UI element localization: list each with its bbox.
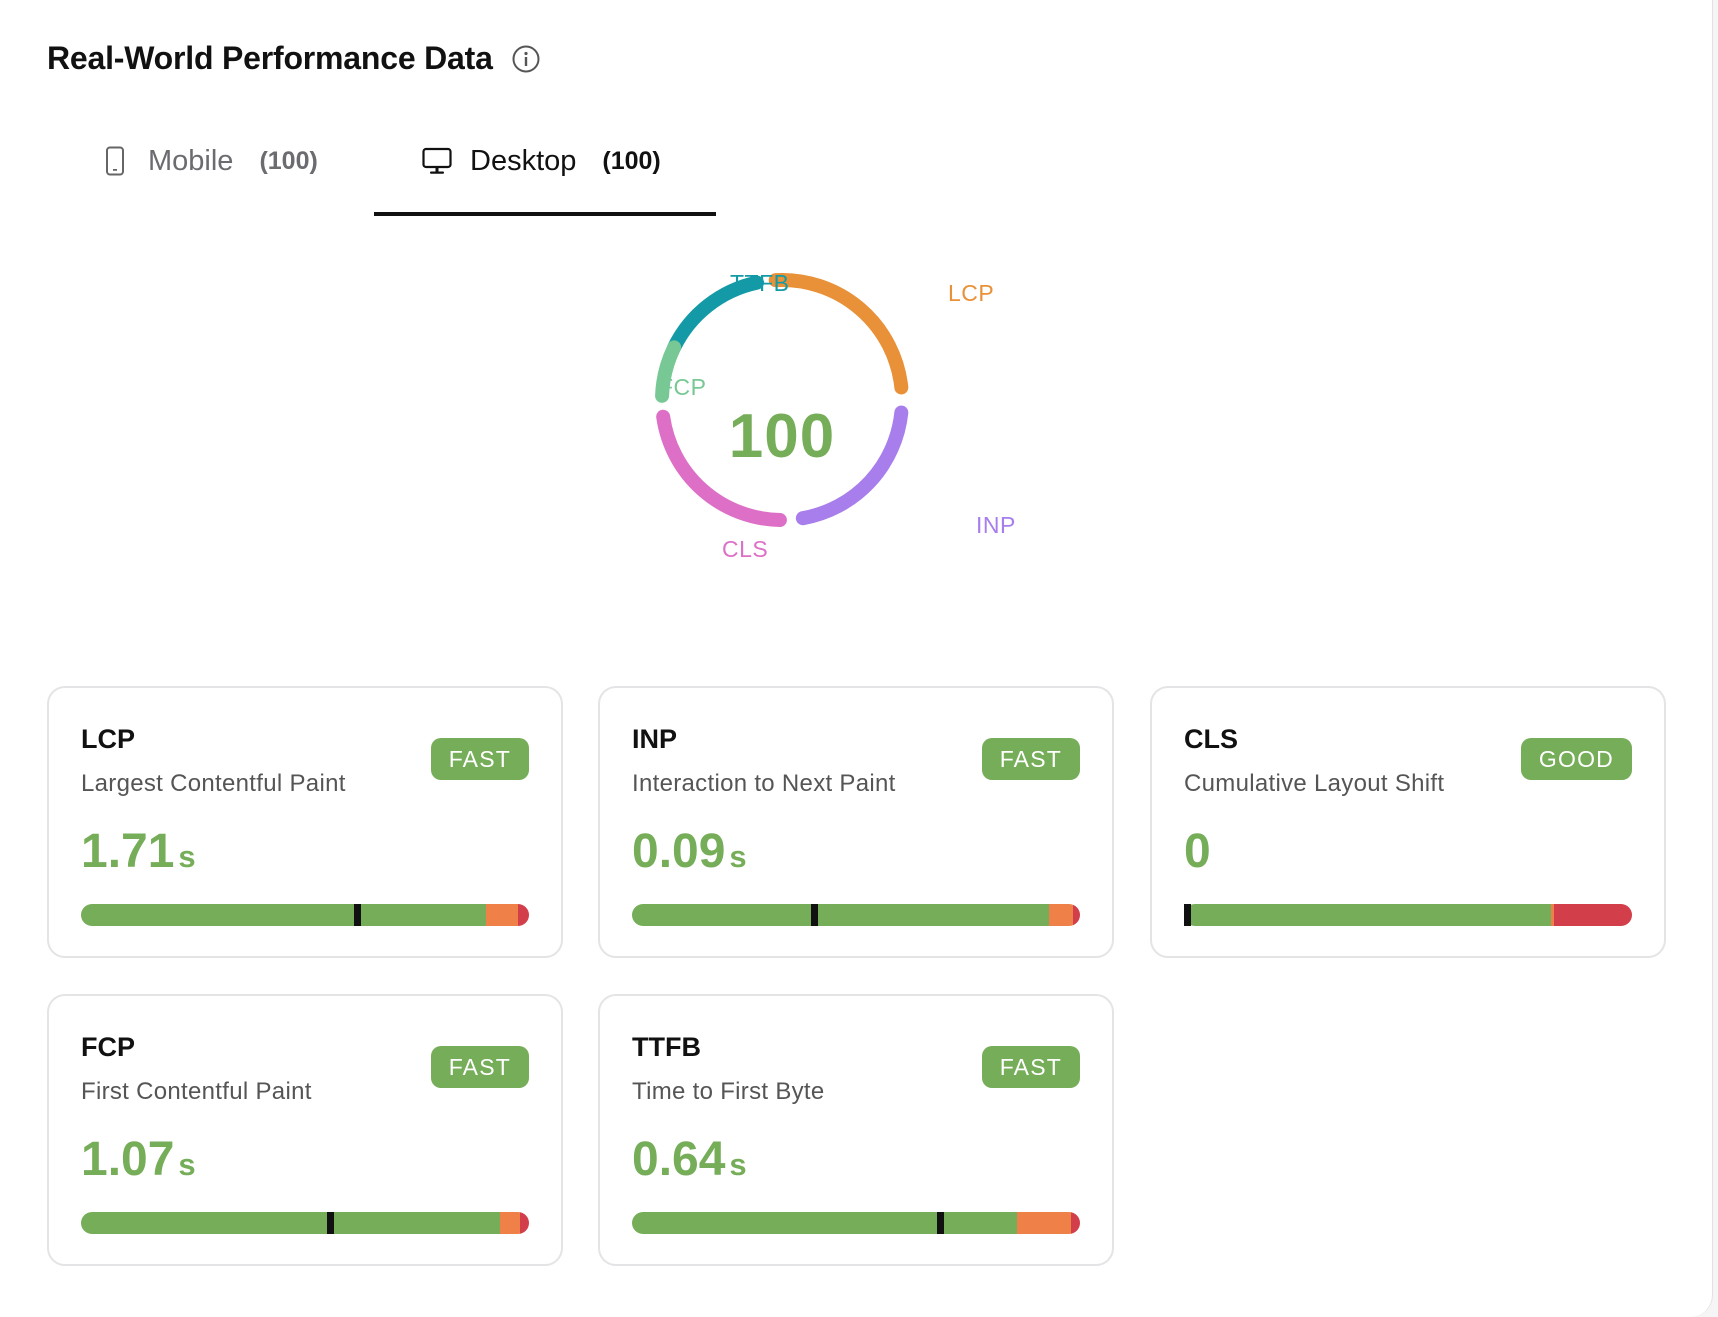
distribution-good-segment [1184, 904, 1552, 926]
info-icon[interactable] [511, 44, 541, 74]
page-title: Real-World Performance Data [47, 40, 493, 76]
metric-value-unit: s [729, 839, 747, 874]
metric-name: First Contentful Paint [81, 1078, 312, 1105]
metric-value-unit: s [729, 1147, 747, 1182]
tab-desktop-count: (100) [602, 146, 661, 175]
metric-value-number: 1.71 [81, 825, 175, 878]
tab-desktop-label: Desktop [470, 144, 577, 177]
metric-value-number: 0.09 [632, 825, 726, 878]
distribution-needs-improvement-segment [486, 904, 518, 926]
metric-value: 1.71 s [81, 824, 196, 879]
metric-name: Cumulative Layout Shift [1184, 770, 1445, 797]
p75-marker [811, 904, 819, 926]
metric-card-ttfb[interactable]: TTFB Time to First Byte FAST 0.64 s [598, 994, 1114, 1266]
metric-abbr: INP [632, 724, 678, 754]
metric-abbr: FCP [81, 1032, 135, 1062]
tab-desktop[interactable]: Desktop (100) [374, 140, 716, 216]
gauge-label-fcp: FCP [659, 374, 707, 400]
desktop-monitor-icon [422, 147, 452, 174]
p75-marker [327, 1212, 335, 1234]
gauge-arc-cls [656, 409, 787, 527]
distribution-bar [632, 904, 1080, 926]
metric-abbr: TTFB [632, 1032, 701, 1062]
metric-card-inp[interactable]: INP Interaction to Next Paint FAST 0.09 s [598, 686, 1114, 958]
p75-marker [354, 904, 362, 926]
distribution-bar [632, 1212, 1080, 1234]
tab-mobile-label: Mobile [148, 144, 234, 177]
distribution-poor-segment [1553, 904, 1632, 926]
status-badge: GOOD [1520, 738, 1632, 780]
tab-mobile-count: (100) [259, 146, 318, 175]
metric-name: Largest Contentful Paint [81, 770, 346, 797]
distribution-poor-segment [517, 904, 529, 926]
metric-name: Time to First Byte [632, 1078, 825, 1105]
gauge-label-cls: CLS [722, 536, 769, 562]
metric-abbr: LCP [81, 724, 135, 754]
distribution-bar [81, 1212, 529, 1234]
gauge-arc-inp [795, 405, 909, 526]
metric-value-unit: s [178, 839, 196, 874]
distribution-needs-improvement-segment [499, 1212, 521, 1234]
device-tabs: Mobile (100) Desktop (100) [0, 140, 760, 216]
status-badge: FAST [430, 1046, 529, 1088]
distribution-needs-improvement-segment [1048, 904, 1074, 926]
metric-value: 1.07 s [81, 1132, 196, 1187]
distribution-good-segment [632, 1212, 1018, 1234]
p75-marker [1184, 904, 1191, 926]
gauge-label-inp: INP [976, 512, 1016, 538]
metric-value: 0.09 s [632, 824, 747, 879]
metric-value-number: 0.64 [632, 1133, 726, 1186]
distribution-needs-improvement-segment [1017, 1212, 1072, 1234]
status-badge: FAST [981, 1046, 1080, 1088]
distribution-bar [81, 904, 529, 926]
metric-value: 0 [1184, 824, 1211, 879]
distribution-poor-segment [520, 1212, 529, 1234]
metric-card-cls[interactable]: CLS Cumulative Layout Shift GOOD 0 [1150, 686, 1666, 958]
distribution-good-segment [81, 1212, 500, 1234]
status-badge: FAST [981, 738, 1080, 780]
metric-card-lcp[interactable]: LCP Largest Contentful Paint FAST 1.71 s [47, 686, 563, 958]
tab-mobile[interactable]: Mobile (100) [100, 140, 400, 216]
header: Real-World Performance Data [47, 40, 541, 77]
mobile-phone-icon [106, 146, 124, 176]
metric-value: 0.64 s [632, 1132, 747, 1187]
metric-value-number: 0 [1184, 825, 1211, 878]
metric-card-fcp[interactable]: FCP First Contentful Paint FAST 1.07 s [47, 994, 563, 1266]
gauge-arc-ttfb [667, 275, 765, 355]
gauge-score: 100 [728, 402, 836, 471]
gauge-label-lcp: LCP [948, 280, 995, 306]
distribution-bar [1184, 904, 1632, 926]
metric-value-unit: s [178, 1147, 196, 1182]
distribution-needs-improvement-segment [1551, 904, 1554, 926]
distribution-good-segment [632, 904, 1049, 926]
p75-marker [936, 1212, 944, 1234]
status-badge: FAST [430, 738, 529, 780]
distribution-good-segment [81, 904, 487, 926]
metric-name: Interaction to Next Paint [632, 770, 896, 797]
gauge-arc-lcp [768, 273, 909, 395]
score-gauge: 100 TTFB LCP FCP INP CLS [620, 240, 1100, 620]
distribution-poor-segment [1073, 904, 1080, 926]
gauge-ring [655, 273, 909, 527]
gauge-arc-fcp [655, 340, 682, 403]
distribution-poor-segment [1071, 1212, 1080, 1234]
metric-abbr: CLS [1184, 724, 1238, 754]
gauge-label-ttfb: TTFB [730, 270, 790, 296]
metric-value-number: 1.07 [81, 1133, 175, 1186]
